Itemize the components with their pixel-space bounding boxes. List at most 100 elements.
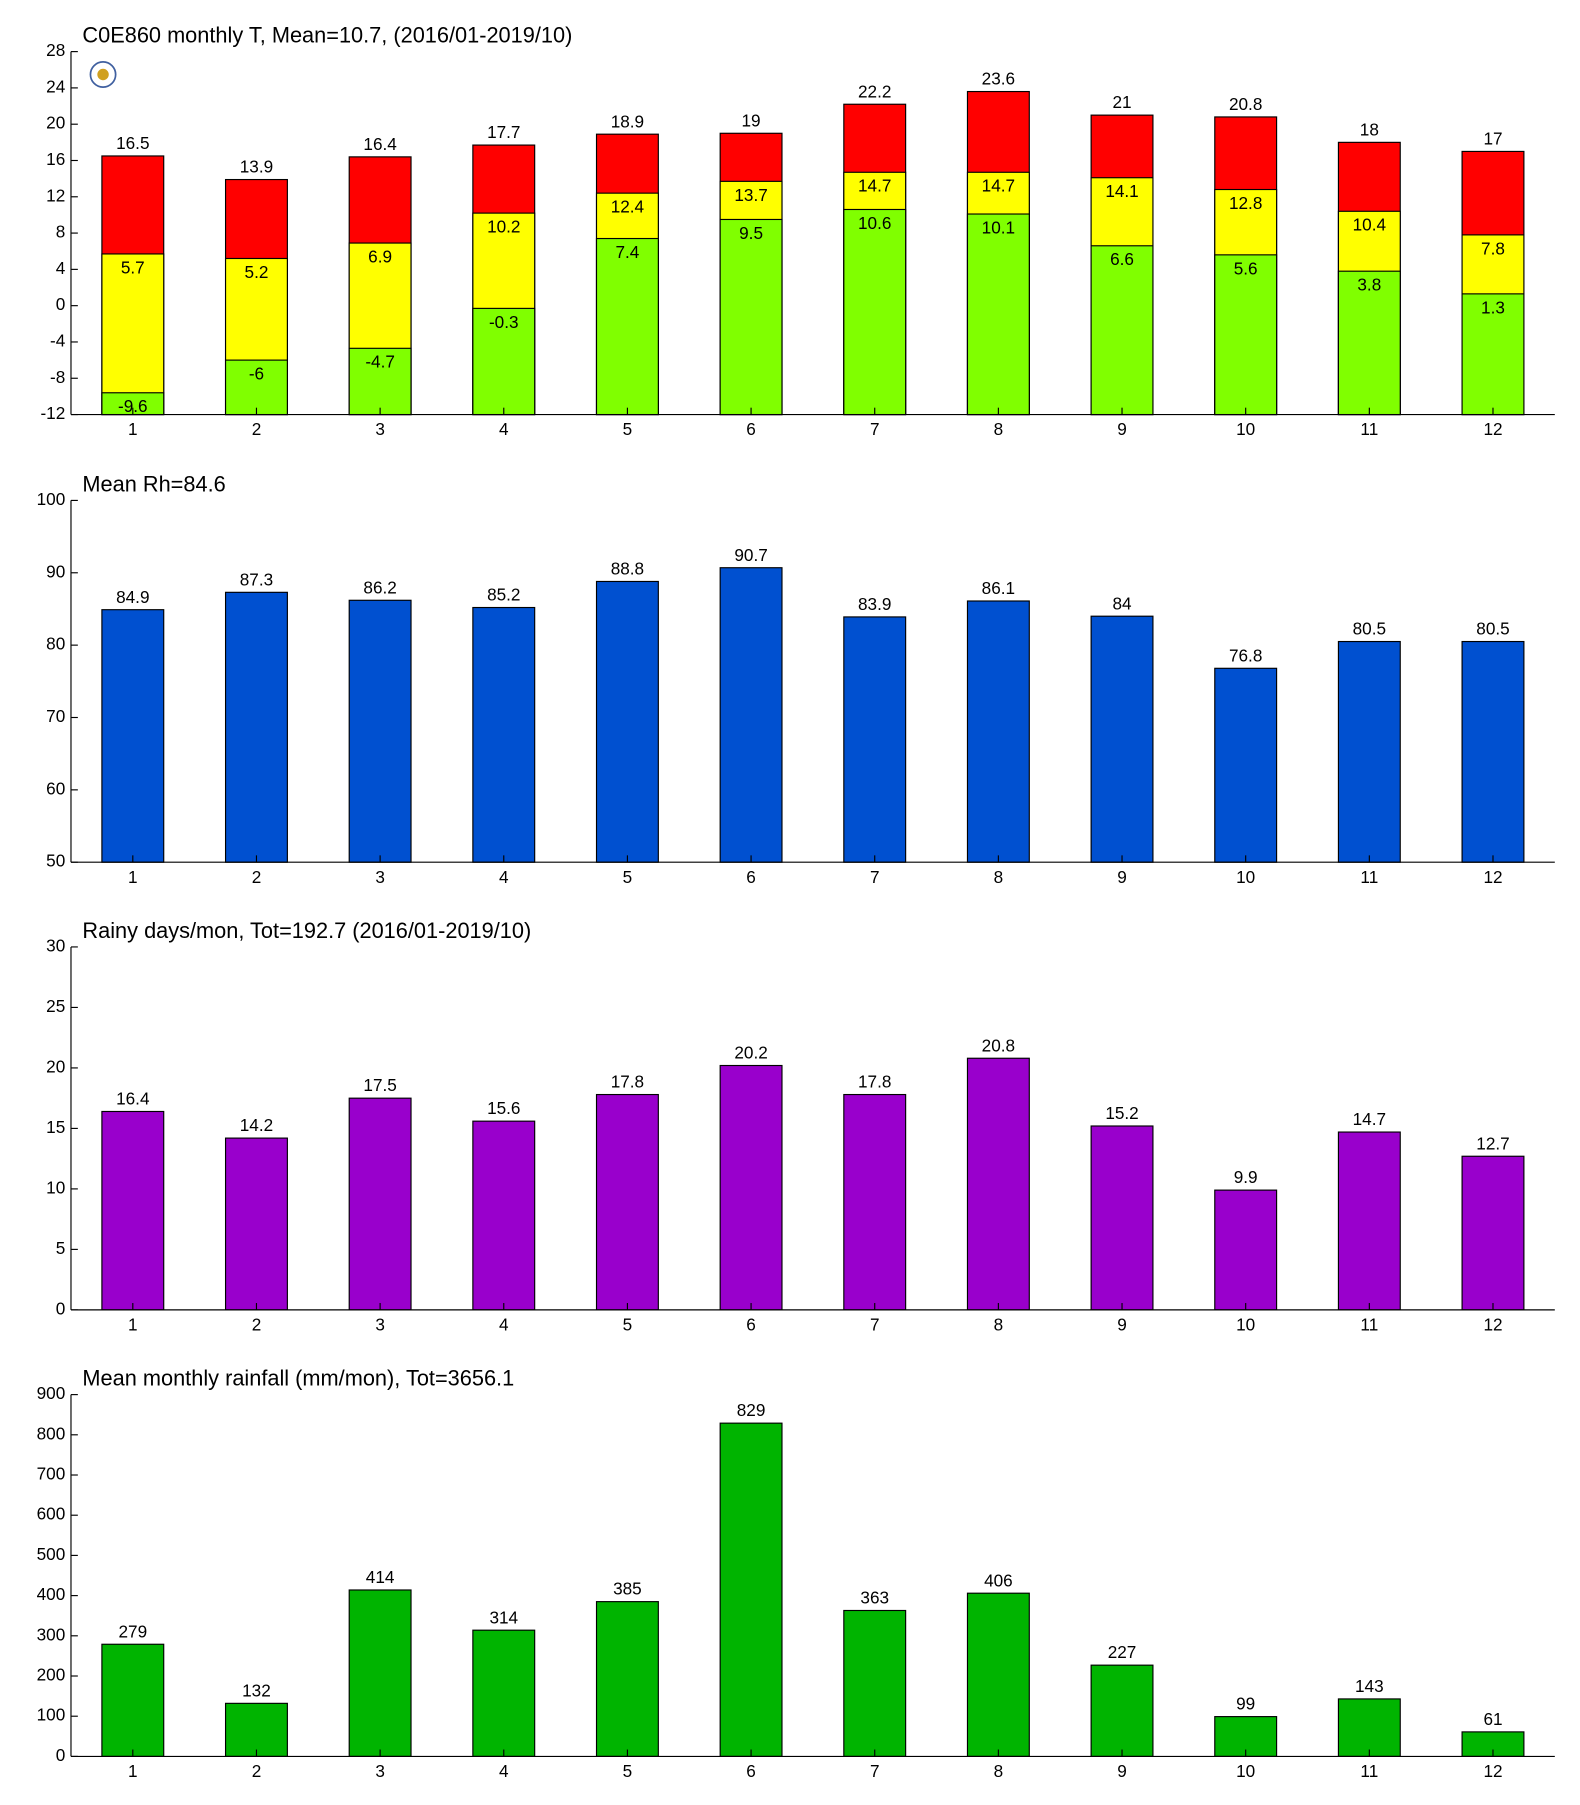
x-tick-label: 8 <box>994 1761 1004 1781</box>
value-label: 83.9 <box>858 594 891 614</box>
bar <box>101 253 165 416</box>
y-tick-label: 8 <box>56 222 66 242</box>
y-tick-label: 25 <box>46 996 65 1016</box>
logo <box>89 61 117 88</box>
value-label: 227 <box>1108 1642 1137 1662</box>
y-tick-label: 700 <box>37 1464 66 1484</box>
chart-title: Rainy days/mon, Tot=192.7 (2016/01-2019/… <box>82 918 531 943</box>
y-tick-label: 0 <box>56 294 66 314</box>
y-tick-label: 5 <box>56 1238 66 1258</box>
x-tick-label: 3 <box>375 1314 385 1334</box>
bar <box>843 616 907 863</box>
y-tick-label: -4 <box>50 330 66 350</box>
value-label: 22.2 <box>858 81 891 101</box>
y-tick-label: 0 <box>56 1745 66 1765</box>
y-tick-label: 300 <box>37 1624 66 1644</box>
x-tick-label: 1 <box>128 867 138 887</box>
bar <box>472 307 536 416</box>
bar <box>1090 1125 1154 1311</box>
value-label: 10.4 <box>1353 215 1387 235</box>
value-label: 90.7 <box>734 545 767 565</box>
x-tick-label: 7 <box>870 1314 880 1334</box>
x-tick-label: 10 <box>1236 867 1255 887</box>
x-tick-label: 5 <box>623 1761 633 1781</box>
bar <box>719 567 783 863</box>
value-label: 19 <box>742 110 761 130</box>
value-label: 17.7 <box>487 122 520 142</box>
value-label: -4.7 <box>365 352 395 372</box>
bar <box>472 1120 536 1311</box>
value-label: 17.5 <box>363 1075 396 1095</box>
x-tick-label: 9 <box>1117 419 1127 439</box>
bar <box>1461 640 1525 863</box>
y-tick-label: 30 <box>46 935 65 955</box>
value-label: 23.6 <box>982 69 1015 89</box>
bar <box>101 1110 165 1311</box>
x-tick-label: 12 <box>1483 1761 1502 1781</box>
value-label: 10.1 <box>982 217 1015 237</box>
value-label: 87.3 <box>240 569 273 589</box>
value-label: 6.6 <box>1110 249 1134 269</box>
x-tick-label: 11 <box>1360 867 1378 887</box>
bar <box>595 1601 659 1757</box>
bar <box>1337 1131 1401 1311</box>
x-tick-label: 6 <box>746 1314 756 1334</box>
x-tick-label: 8 <box>994 867 1004 887</box>
bar <box>224 591 288 863</box>
value-label: 14.1 <box>1105 181 1138 201</box>
value-label: 829 <box>737 1400 766 1420</box>
value-label: 84.9 <box>116 587 149 607</box>
y-tick-label: 200 <box>37 1665 66 1685</box>
bar <box>1337 640 1401 863</box>
chart-title: C0E860 monthly T, Mean=10.7, (2016/01-20… <box>82 22 572 47</box>
x-tick-label: 4 <box>499 1761 509 1781</box>
value-label: 18 <box>1360 119 1379 139</box>
x-tick-label: 2 <box>252 419 262 439</box>
value-label: 76.8 <box>1229 645 1262 665</box>
value-label: 5.2 <box>245 262 269 282</box>
x-tick-label: 9 <box>1117 867 1127 887</box>
bar <box>348 599 412 863</box>
bar <box>595 580 659 863</box>
y-tick-label: 50 <box>46 851 65 871</box>
value-label: 16.4 <box>116 1089 150 1109</box>
bar <box>348 1589 412 1757</box>
x-tick-label: 4 <box>499 419 509 439</box>
y-tick-label: 600 <box>37 1504 66 1524</box>
bar <box>966 600 1030 863</box>
value-label: 20.2 <box>734 1043 767 1063</box>
bar <box>1461 1155 1525 1311</box>
value-label: -0.3 <box>489 312 519 332</box>
value-label: -9.6 <box>118 396 148 416</box>
value-label: 6.9 <box>368 246 392 266</box>
bar <box>1337 270 1401 416</box>
y-tick-label: 70 <box>46 706 65 726</box>
bar <box>966 1057 1030 1311</box>
value-label: 406 <box>984 1570 1013 1590</box>
chart-title: Mean monthly rainfall (mm/mon), Tot=3656… <box>82 1365 514 1390</box>
y-tick-label: -12 <box>40 403 65 423</box>
y-tick-label: 80 <box>46 634 65 654</box>
y-tick-label: 100 <box>37 489 66 509</box>
value-label: 1.3 <box>1481 297 1505 317</box>
value-label: 10.2 <box>487 217 520 237</box>
x-tick-label: 4 <box>499 1314 509 1334</box>
bar <box>719 1422 783 1757</box>
bar <box>719 1064 783 1311</box>
value-label: 17.8 <box>858 1072 891 1092</box>
x-tick-label: 3 <box>375 1761 385 1781</box>
y-tick-label: 400 <box>37 1584 66 1604</box>
value-label: 17 <box>1483 128 1502 148</box>
x-tick-label: 10 <box>1236 1761 1255 1781</box>
x-tick-label: 12 <box>1483 419 1502 439</box>
x-tick-label: 2 <box>252 1761 262 1781</box>
y-tick-label: 800 <box>37 1423 66 1443</box>
y-tick-label: 900 <box>37 1383 66 1403</box>
x-tick-label: 3 <box>375 419 385 439</box>
value-label: 17.8 <box>611 1072 644 1092</box>
y-tick-label: 20 <box>46 113 65 133</box>
x-tick-label: 9 <box>1117 1314 1127 1334</box>
value-label: 20.8 <box>1229 94 1262 114</box>
